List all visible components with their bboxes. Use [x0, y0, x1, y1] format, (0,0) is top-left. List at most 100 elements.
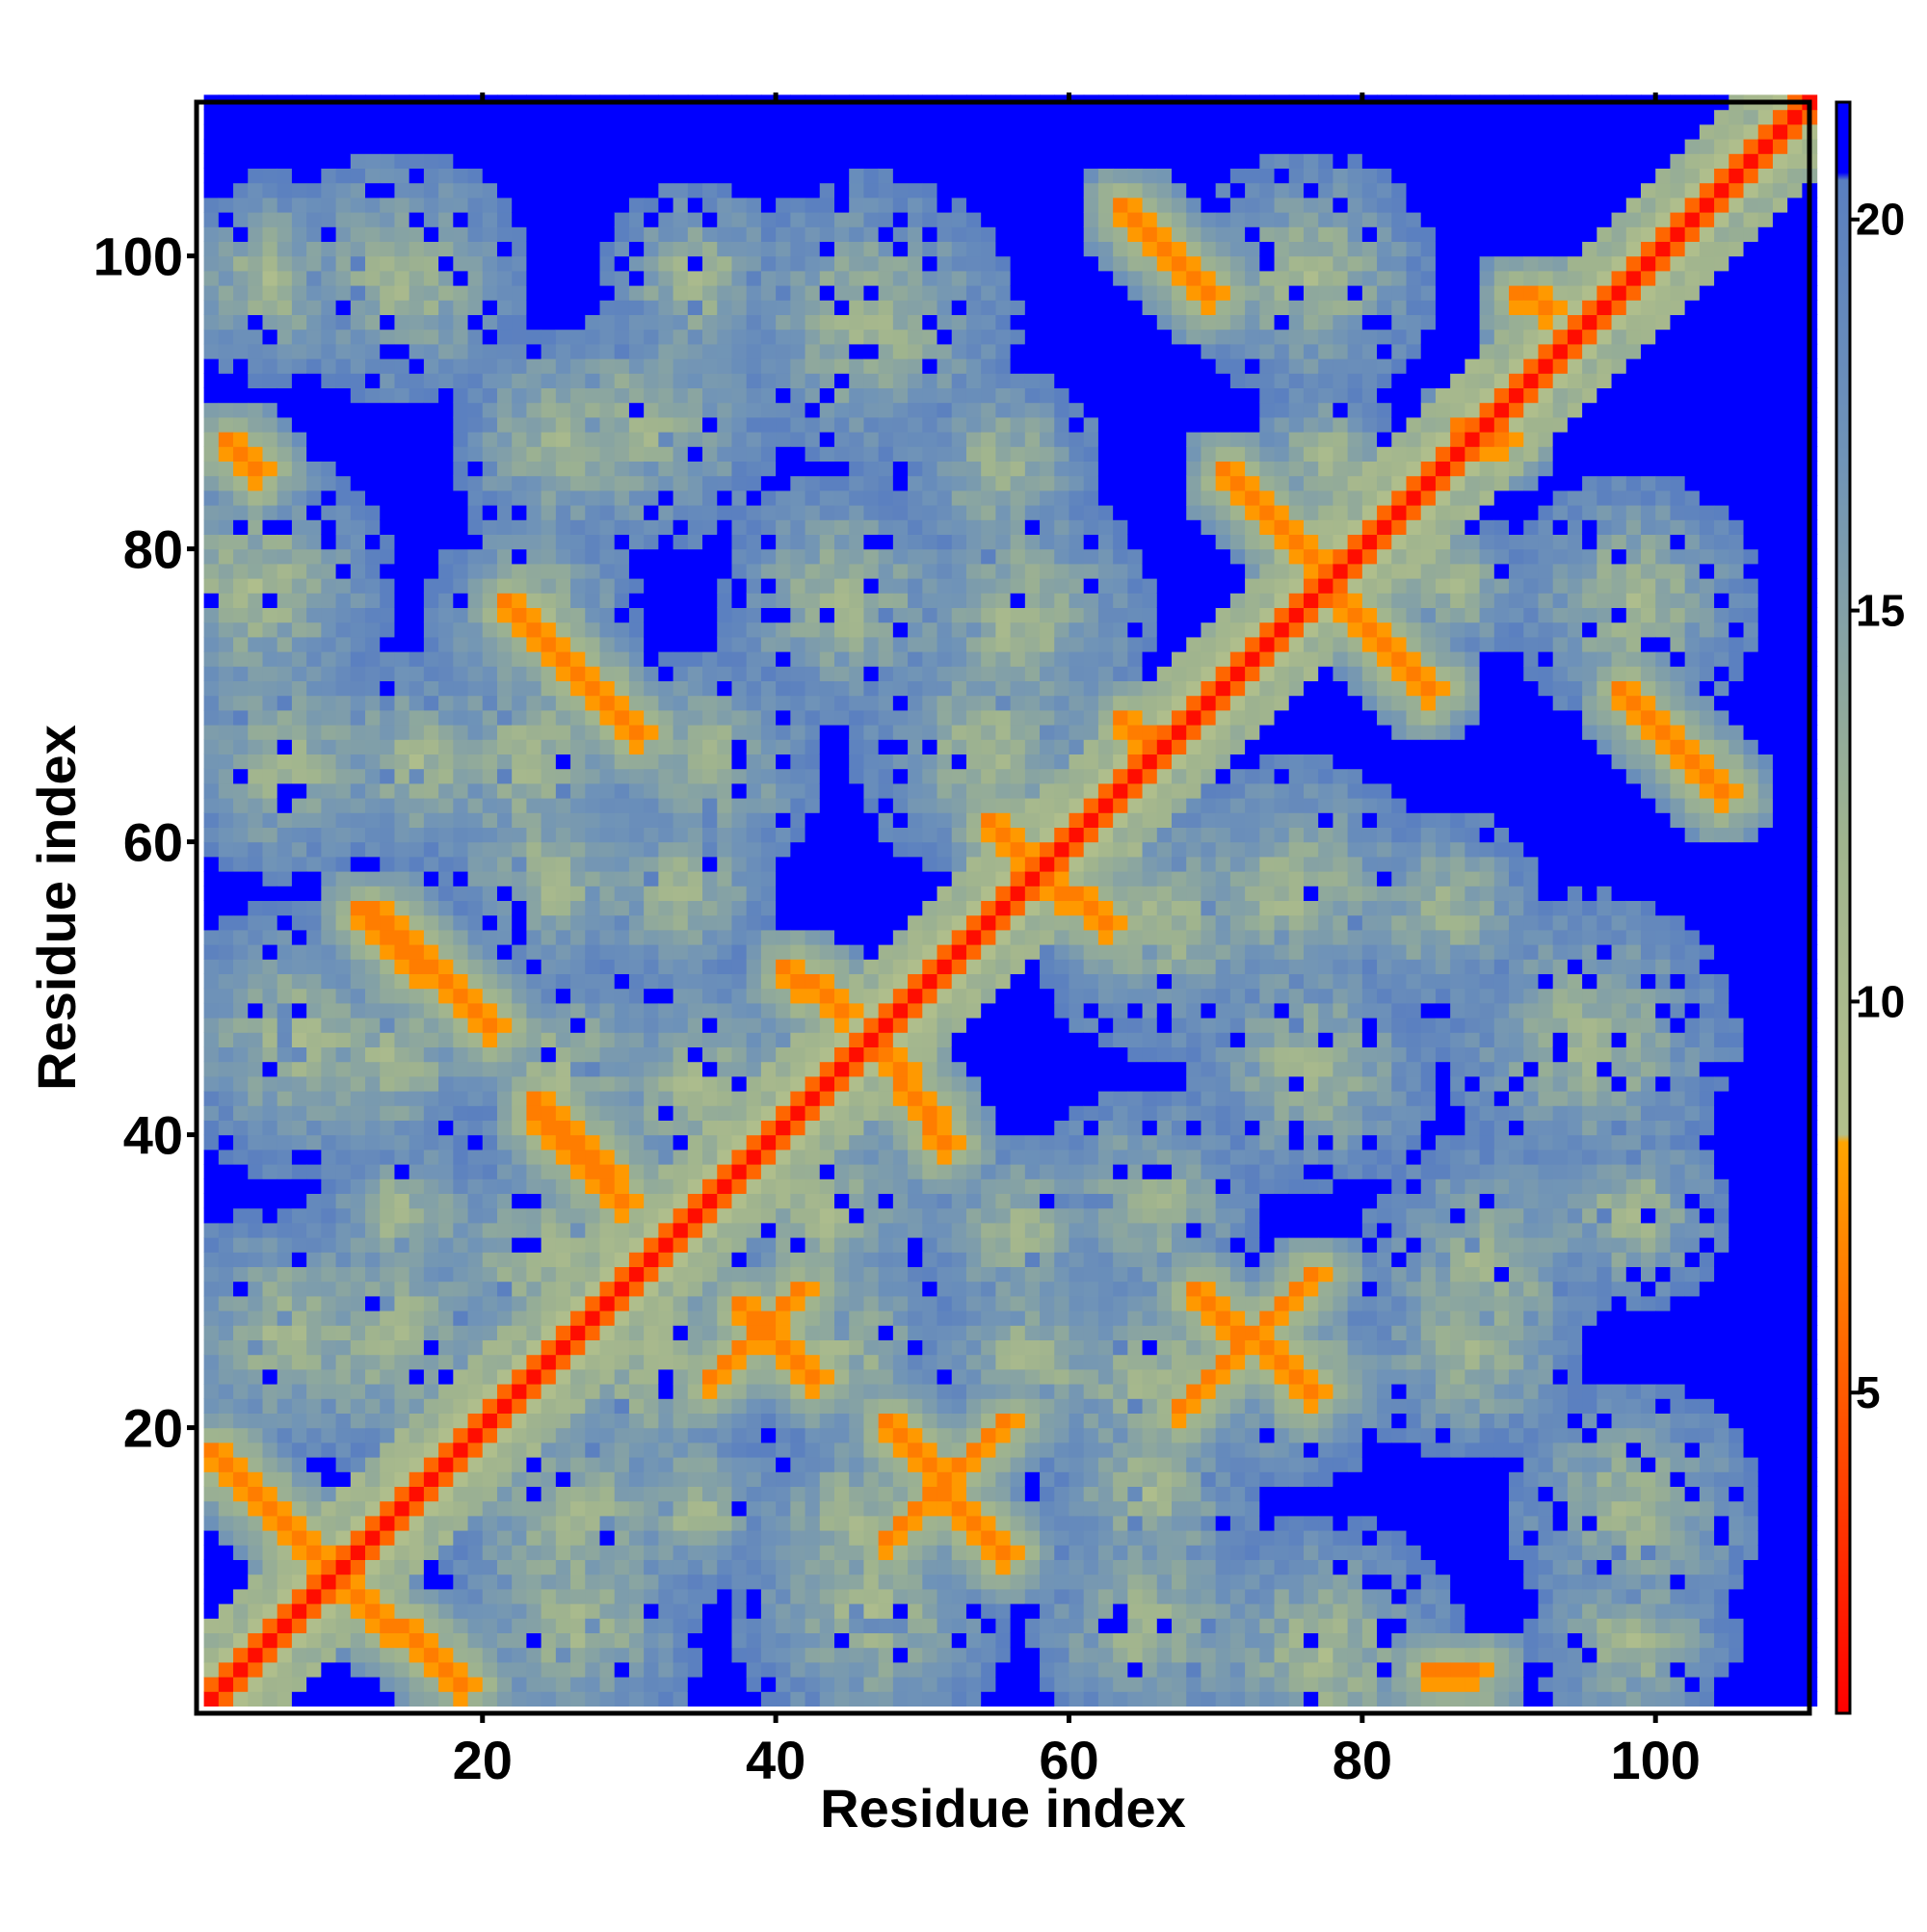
heatmap-cell: [570, 1354, 586, 1370]
heatmap-cell: [394, 1574, 410, 1590]
heatmap-cell: [644, 1354, 659, 1370]
heatmap-cell: [746, 798, 762, 813]
heatmap-cell: [833, 666, 850, 681]
heatmap-cell: [819, 139, 835, 154]
heatmap-cell: [438, 1677, 454, 1692]
heatmap-cell: [409, 944, 425, 960]
heatmap-cell: [687, 1661, 703, 1678]
heatmap-cell: [306, 680, 322, 697]
heatmap-cell: [365, 607, 381, 623]
heatmap-cell: [350, 1178, 366, 1194]
heatmap-cell: [673, 959, 689, 974]
heatmap-cell: [541, 241, 557, 257]
heatmap-cell: [438, 1574, 454, 1590]
heatmap-cell: [555, 1018, 571, 1033]
heatmap-cell: [482, 241, 498, 257]
heatmap-cell: [262, 1091, 278, 1106]
heatmap-cell: [819, 1515, 835, 1531]
heatmap-cell: [731, 123, 748, 140]
heatmap-cell: [262, 1018, 278, 1033]
heatmap-cell: [687, 1164, 703, 1179]
heatmap-cell: [482, 739, 498, 754]
heatmap-cell: [687, 768, 703, 784]
heatmap-cell: [731, 1149, 748, 1165]
heatmap-cell: [365, 387, 381, 404]
heatmap-cell: [277, 798, 293, 813]
heatmap-cell: [731, 1164, 748, 1179]
heatmap-cell: [819, 1384, 835, 1399]
heatmap-cell: [262, 1486, 278, 1502]
heatmap-cell: [717, 109, 733, 125]
heatmap-cell: [819, 886, 835, 901]
heatmap-cell: [717, 1222, 733, 1238]
heatmap-cell: [526, 782, 542, 799]
heatmap-cell: [658, 255, 674, 272]
heatmap-cell: [644, 1193, 659, 1209]
heatmap-cell: [262, 1457, 278, 1472]
heatmap-cell: [233, 1252, 249, 1267]
heatmap-cell: [306, 841, 322, 858]
heatmap-cell: [658, 402, 674, 418]
heatmap-cell: [512, 959, 528, 974]
heatmap-cell: [717, 300, 733, 315]
heatmap-cell: [203, 446, 220, 462]
heatmap-cell: [277, 959, 293, 974]
heatmap-cell: [776, 841, 791, 858]
heatmap-cell: [203, 798, 220, 813]
heatmap-cell: [438, 373, 454, 388]
heatmap-cell: [790, 534, 806, 550]
heatmap-cell: [673, 1295, 689, 1311]
heatmap-cell: [423, 1545, 439, 1560]
heatmap-cell: [453, 300, 469, 315]
heatmap-cell: [262, 534, 278, 550]
heatmap-cell: [291, 988, 307, 1004]
heatmap-cell: [306, 578, 322, 594]
heatmap-cell: [335, 680, 352, 697]
heatmap-cell: [394, 139, 410, 154]
heatmap-cell: [849, 1530, 865, 1546]
heatmap-cell: [658, 182, 674, 198]
heatmap-cell: [687, 1222, 703, 1238]
heatmap-cell: [335, 725, 352, 740]
heatmap-cell: [585, 739, 601, 754]
heatmap-cell: [555, 1105, 571, 1121]
heatmap-cell: [233, 1207, 249, 1224]
heatmap-cell: [849, 1603, 865, 1619]
heatmap-cell: [644, 109, 659, 125]
heatmap-cell: [482, 680, 498, 697]
heatmap-cell: [731, 226, 748, 242]
heatmap-cell: [482, 841, 498, 858]
heatmap-cell: [277, 505, 293, 520]
heatmap-cell: [805, 1618, 821, 1633]
heatmap-cell: [467, 622, 484, 638]
heatmap-cell: [658, 944, 674, 960]
heatmap-cell: [365, 1368, 381, 1385]
heatmap-cell: [262, 270, 278, 286]
heatmap-cell: [805, 1149, 821, 1165]
heatmap-cell: [218, 519, 234, 535]
heatmap-cell: [658, 1661, 674, 1678]
heatmap-cell: [570, 241, 586, 257]
heatmap-cell: [776, 1237, 791, 1253]
heatmap-cell: [819, 1500, 835, 1517]
heatmap-cell: [555, 139, 571, 154]
heatmap-cell: [717, 1500, 733, 1517]
heatmap-cell: [702, 827, 718, 843]
heatmap-cell: [760, 768, 777, 784]
heatmap-cell: [790, 387, 806, 404]
heatmap-cell: [233, 636, 249, 652]
heatmap-cell: [833, 754, 850, 770]
heatmap-cell: [262, 285, 278, 301]
heatmap-cell: [423, 1559, 439, 1575]
heatmap-cell: [496, 329, 513, 345]
heatmap-cell: [203, 1075, 220, 1092]
heatmap-cell: [233, 1442, 249, 1458]
heatmap-cell: [291, 182, 307, 198]
heatmap-cell: [746, 1368, 762, 1385]
heatmap-cell: [541, 651, 557, 667]
heatmap-cell: [746, 300, 762, 315]
heatmap-cell: [731, 1574, 748, 1590]
heatmap-cell: [512, 563, 528, 579]
heatmap-cell: [541, 1588, 557, 1604]
heatmap-cell: [512, 651, 528, 667]
